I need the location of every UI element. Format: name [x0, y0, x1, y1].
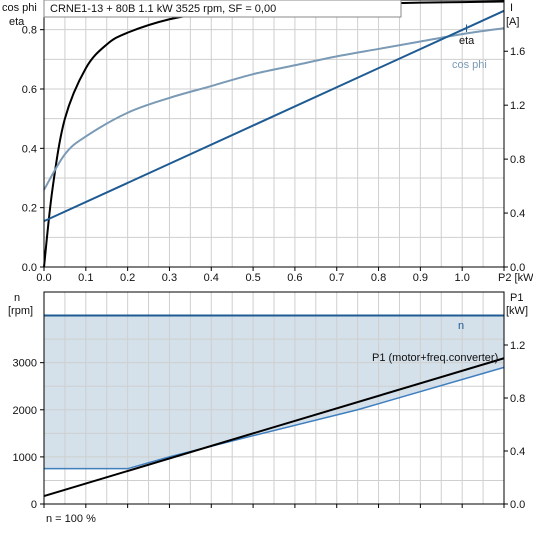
top-right-y-tick-label: 1.2	[510, 100, 525, 112]
top-x-tick-label: 0.9	[413, 272, 428, 284]
cosphi-series-label: cos phi	[452, 59, 487, 71]
bottom-left-axis-title-2: [rpm]	[8, 305, 33, 317]
chart-title: CRNE1-13 + 80B 1.1 kW 3525 rpm, SF = 0,0…	[50, 3, 276, 15]
top-left-y-tick-label: 0.8	[22, 25, 37, 37]
top-x-tick-label: 0.0	[36, 272, 51, 284]
top-x-tick-label: P2 [kW]	[498, 272, 533, 284]
top-left-axis-title-2: eta	[9, 16, 25, 28]
title-box	[43, 0, 402, 18]
top-right-y-tick-label: 0.0	[510, 262, 525, 274]
top-right-y-tick-label: 0.4	[510, 208, 525, 220]
p1-line	[43, 357, 505, 498]
speed-percent-footer: n = 100 %	[46, 513, 96, 525]
top-x-tick-label: 1.0	[455, 272, 470, 284]
top-left-y-tick-label: 0.0	[22, 262, 37, 274]
bottom-panel: 0 1000 2000 3000 0.0 0.4 0.8 1.2 n [rpm] P1 [kW…	[8, 291, 528, 525]
top-ticks: 0.0 0.1 0.2 0.3 0.4 0.5 0.6 0.7 0.8 0.9 1.0 P2 [kW]…	[22, 25, 533, 284]
top-right-axis-title-2: [A]	[506, 16, 519, 28]
cosphi-curve	[43, 27, 505, 191]
bottom-left-y-tick-label: 2000	[13, 405, 37, 417]
top-right-y-tick-label: 1.6	[510, 46, 525, 58]
top-left-y-tick-label: 0.4	[22, 143, 37, 155]
top-grid	[44, 0, 504, 267]
top-x-tick-label: 0.2	[120, 272, 135, 284]
top-left-y-tick-label: 0.2	[22, 203, 37, 215]
p1-series-label: P1 (motor+freq.converter)	[372, 352, 498, 364]
top-x-tick-label: 0.7	[329, 272, 344, 284]
top-x-tick-label: 0.3	[162, 272, 177, 284]
top-x-tick-label: 0.8	[371, 272, 386, 284]
bottom-left-y-tick-label: 3000	[13, 358, 37, 370]
current-series-label: I	[465, 23, 468, 35]
top-x-tick-label: 0.5	[245, 272, 260, 284]
bottom-right-y-tick-label: 0.8	[510, 393, 525, 405]
current-line	[43, 9, 505, 223]
top-x-tick-label: 0.4	[204, 272, 219, 284]
speed-series-label: n	[458, 320, 464, 332]
eta-series-label: eta	[459, 35, 475, 47]
top-plot-frame	[43, 0, 505, 268]
bottom-right-y-tick-label: 1.2	[510, 340, 525, 352]
bottom-right-y-tick-label: 0.4	[510, 446, 525, 458]
top-left-axis-title-1: cos phi	[2, 2, 37, 14]
bottom-left-axis-title-1: n	[14, 292, 20, 304]
top-panel: 0.0 0.1 0.2 0.3 0.4 0.5 0.6 0.7 0.8 0.9 1.0 P2 [kW]…	[2, 0, 533, 284]
top-right-y-tick-label: 0.8	[510, 154, 525, 166]
bottom-left-y-tick-label: 0	[31, 499, 37, 511]
bottom-grid	[44, 292, 504, 504]
bottom-right-axis-title-2: [kW]	[506, 305, 528, 317]
bottom-ticks: 0 1000 2000 3000 0.0 0.4 0.8 1.2	[13, 340, 526, 511]
bottom-right-axis-title-1: P1	[510, 292, 523, 304]
top-right-axis-title-1: I	[510, 2, 513, 14]
top-x-tick-label: 0.6	[287, 272, 302, 284]
bottom-right-y-tick-label: 0.0	[510, 499, 525, 511]
top-left-y-tick-label: 0.6	[22, 84, 37, 96]
top-x-tick-label: 0.1	[78, 272, 93, 284]
bottom-left-y-tick-label: 1000	[13, 452, 37, 464]
bottom-series	[43, 314, 505, 498]
